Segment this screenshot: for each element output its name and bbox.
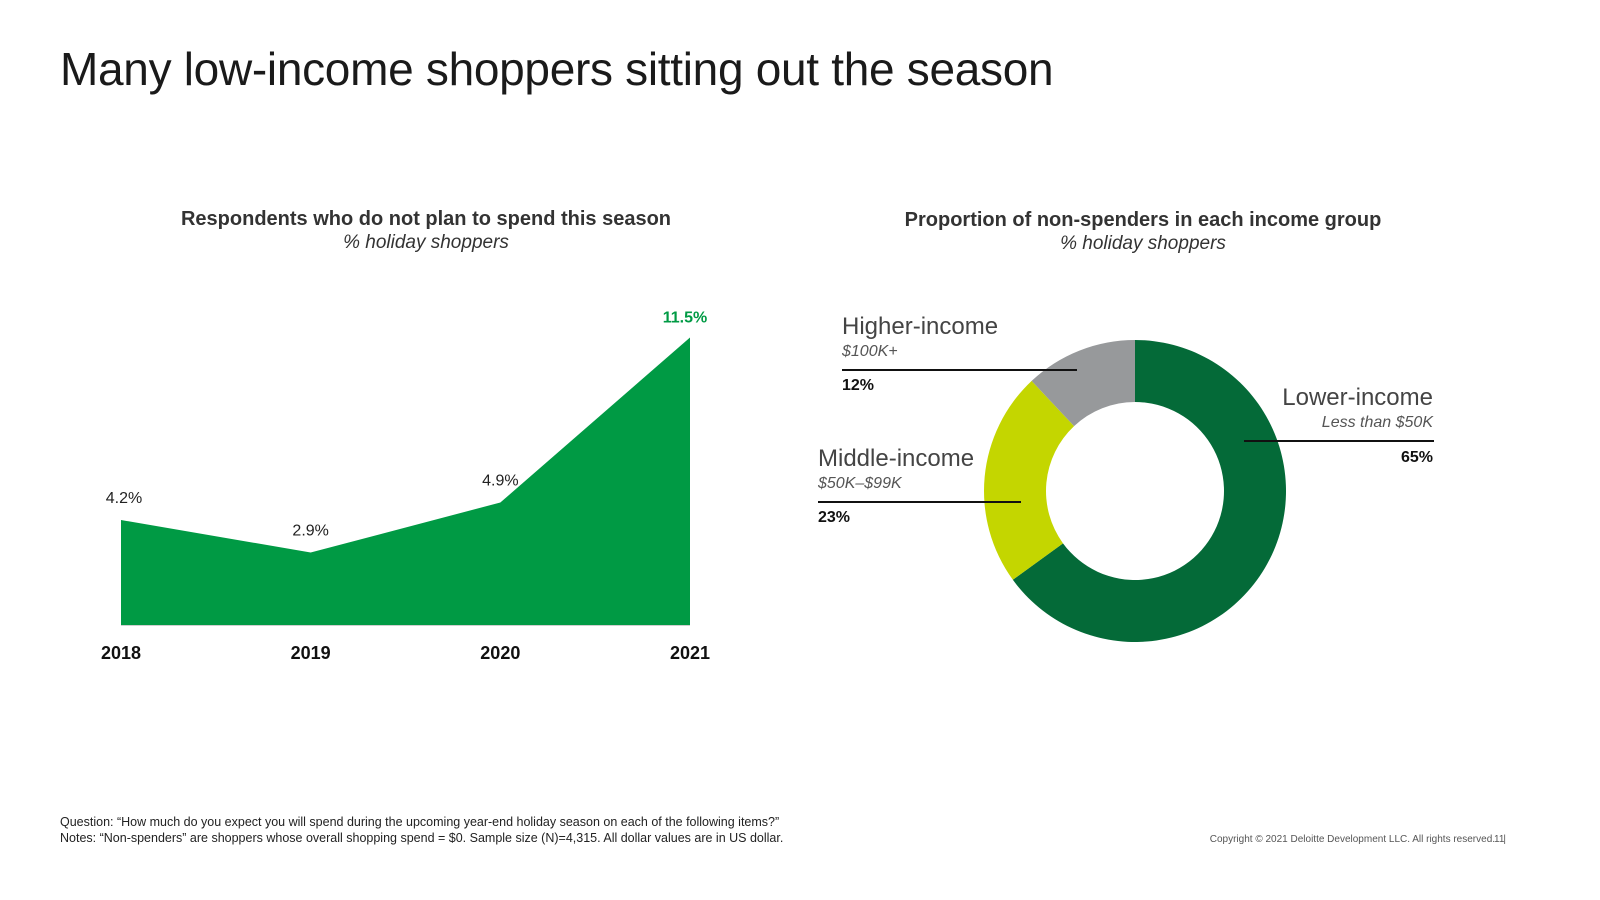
copyright-text: Copyright © 2021 Deloitte Development LL…: [1209, 834, 1496, 845]
area-chart-title: Respondents who do not plan to spend thi…: [180, 208, 672, 230]
donut-chart-title: Proportion of non-spenders in each incom…: [904, 209, 1382, 231]
x-tick-label-2019: 2019: [291, 643, 331, 663]
copyright: Copyright © 2021 Deloitte Development LL…: [1210, 834, 1506, 845]
higher-income-range: $100K+: [842, 343, 898, 360]
page-title: Many low-income shoppers sitting out the…: [60, 43, 1054, 95]
middle-income-value-label: 23%: [818, 509, 851, 526]
lower-income-value-label: 65%: [1400, 449, 1433, 466]
donut-chart: [984, 340, 1286, 642]
middle-income-range: $50K–$99K: [818, 475, 902, 492]
data-label-2021: 11.5%: [663, 310, 707, 327]
higher-income-leader-line: [842, 369, 1077, 371]
copyright-separator: |: [1503, 834, 1506, 845]
data-label-2020: 4.9%: [482, 473, 518, 490]
area-chart: 4.2% 2.9% 4.9% 11.5% 2018 2019 2020 2021: [101, 310, 710, 664]
lower-income-range: Less than $50K: [1321, 414, 1433, 431]
x-tick-label-2018: 2018: [101, 643, 141, 663]
area-series-fill: [121, 337, 690, 625]
area-chart-subtitle: % holiday shoppers: [343, 232, 509, 253]
x-tick-label-2021: 2021: [670, 643, 710, 663]
donut-chart-subtitle: % holiday shoppers: [1060, 233, 1226, 254]
lower-income-slice: [1012, 340, 1286, 642]
data-label-2019: 2.9%: [292, 523, 328, 540]
footnote-notes: Notes: “Non-spenders” are shoppers whose…: [60, 831, 784, 845]
middle-income-name: Middle-income: [818, 445, 975, 472]
lower-income-leader-line: [1244, 440, 1434, 442]
lower-income-name: Lower-income: [1282, 384, 1433, 411]
x-tick-label-2020: 2020: [480, 643, 520, 663]
footnote-question: Question: “How much do you expect you wi…: [60, 815, 780, 829]
higher-income-slice: [1031, 340, 1135, 427]
higher-income-value-label: 12%: [842, 377, 875, 394]
data-label-2018: 4.2%: [106, 490, 142, 507]
higher-income-name: Higher-income: [842, 313, 999, 340]
page-number: 11: [1494, 834, 1505, 845]
middle-income-leader-line: [818, 501, 1021, 503]
middle-income-slice: [984, 380, 1075, 580]
